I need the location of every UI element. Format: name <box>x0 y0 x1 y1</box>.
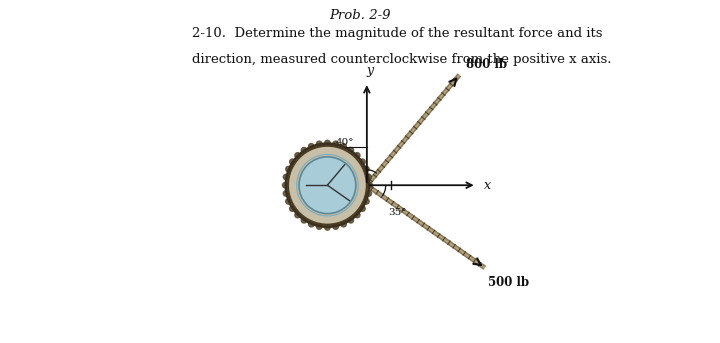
Circle shape <box>364 199 369 204</box>
Text: 500 lb: 500 lb <box>488 276 529 289</box>
Circle shape <box>288 146 367 225</box>
Circle shape <box>333 224 338 229</box>
Circle shape <box>360 159 365 165</box>
Circle shape <box>348 217 354 223</box>
Circle shape <box>283 174 289 180</box>
Circle shape <box>289 159 295 165</box>
Text: 40°: 40° <box>336 138 354 147</box>
Text: 800 lb: 800 lb <box>467 58 508 71</box>
Circle shape <box>317 224 322 229</box>
Circle shape <box>364 166 369 172</box>
Circle shape <box>366 191 372 196</box>
Circle shape <box>366 174 372 180</box>
Circle shape <box>309 143 314 149</box>
Circle shape <box>354 153 360 158</box>
Circle shape <box>286 199 291 204</box>
Circle shape <box>294 153 300 158</box>
Circle shape <box>299 157 356 214</box>
Circle shape <box>325 225 330 230</box>
Circle shape <box>348 147 354 153</box>
Text: 2-10.  Determine the magnitude of the resultant force and its: 2-10. Determine the magnitude of the res… <box>192 27 603 40</box>
Circle shape <box>341 143 346 149</box>
Circle shape <box>309 222 314 227</box>
Circle shape <box>367 182 372 188</box>
Text: x: x <box>484 179 490 192</box>
Circle shape <box>301 147 307 153</box>
Circle shape <box>317 141 322 146</box>
Circle shape <box>286 166 291 172</box>
Text: Prob. 2-9: Prob. 2-9 <box>329 9 391 22</box>
Circle shape <box>325 140 330 146</box>
Circle shape <box>283 191 289 196</box>
Text: 35°: 35° <box>389 208 407 216</box>
Text: y: y <box>366 64 374 77</box>
Circle shape <box>289 206 295 211</box>
Circle shape <box>360 206 365 211</box>
Circle shape <box>282 182 288 188</box>
Circle shape <box>341 222 346 227</box>
Text: direction, measured counterclockwise from the positive x axis.: direction, measured counterclockwise fro… <box>192 53 611 66</box>
Circle shape <box>354 212 360 218</box>
Circle shape <box>301 217 307 223</box>
Circle shape <box>333 141 338 146</box>
Circle shape <box>294 212 300 218</box>
